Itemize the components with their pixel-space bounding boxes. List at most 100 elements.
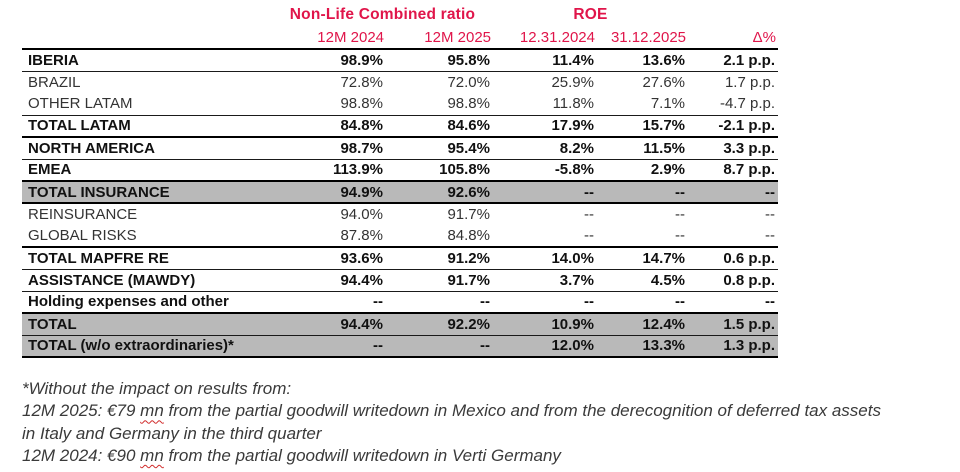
footnote-line-3: in Italy and Germany in the third quarte… xyxy=(22,423,954,445)
row-label: NORTH AMERICA xyxy=(28,139,155,157)
header-spacer xyxy=(688,3,778,27)
row-label: BRAZIL xyxy=(28,73,81,91)
footnote: *Without the impact on results from: 12M… xyxy=(22,378,954,468)
cell: 95.4% xyxy=(447,139,490,157)
header-columns-row: 12M 2024 12M 2025 12.31.2024 31.12.2025 … xyxy=(22,27,778,49)
cell: 84.8% xyxy=(340,117,383,135)
row-label: EMEA xyxy=(28,161,72,179)
column-header-roe-2024: 12.31.2024 xyxy=(519,29,595,46)
table-row-total-wo-extraordinaries: TOTAL (w/o extraordinaries)* -- -- 12.0%… xyxy=(22,335,779,357)
table-row-total-insurance: TOTAL INSURANCE 94.9% 92.6% -- -- -- xyxy=(22,181,779,203)
cell: 94.4% xyxy=(340,271,383,289)
row-label: TOTAL LATAM xyxy=(28,117,131,135)
row-label: TOTAL INSURANCE xyxy=(28,183,170,201)
row-label: REINSURANCE xyxy=(28,206,138,223)
cell: -- xyxy=(584,227,594,244)
cell: -- xyxy=(765,183,776,201)
cell: 12.4% xyxy=(642,315,686,333)
table-row-brazil: BRAZIL 72.8% 72.0% 25.9% 27.6% 1.7 p.p. xyxy=(22,71,778,93)
cell: -- xyxy=(480,293,490,311)
table-header: Non-Life Combined ratio ROE 12M 2024 12M… xyxy=(22,3,778,49)
table-row-reinsurance: REINSURANCE 94.0% 91.7% -- -- -- xyxy=(22,203,778,225)
cell: -- xyxy=(765,227,776,244)
cell: 13.6% xyxy=(642,51,686,69)
table-row-total-mapfre-re: TOTAL MAPFRE RE 93.6% 91.2% 14.0% 14.7% … xyxy=(22,247,779,269)
cell: 14.0% xyxy=(551,249,594,267)
cell: 92.2% xyxy=(447,315,490,333)
cell: -- xyxy=(373,293,383,311)
cell: 3.3 p.p. xyxy=(723,139,776,157)
footnote-text: *Without the impact on results from: xyxy=(22,379,292,398)
header-spacer xyxy=(22,3,272,27)
cell: -- xyxy=(675,206,686,223)
row-label: TOTAL MAPFRE RE xyxy=(28,249,169,267)
cell: -- xyxy=(584,206,594,223)
cell: 25.9% xyxy=(551,73,594,91)
footnote-text: from the partial goodwill writedown in M… xyxy=(163,401,881,421)
table-row-total-latam: TOTAL LATAM 84.8% 84.6% 17.9% 15.7% -2.1… xyxy=(22,115,779,137)
cell: 98.8% xyxy=(447,95,490,113)
header-group-roe: ROE xyxy=(573,6,608,23)
cell: 1.7 p.p. xyxy=(724,73,776,91)
cell: 1.3 p.p. xyxy=(723,337,776,355)
cell: 3.7% xyxy=(559,271,594,289)
header-spacer xyxy=(22,27,272,49)
cell: -- xyxy=(675,183,686,201)
footnote-text: in Italy and Germany in the third quarte… xyxy=(22,423,322,443)
cell: -- xyxy=(584,293,594,311)
cell: 10.9% xyxy=(551,315,594,333)
cell: -- xyxy=(765,206,776,223)
table-row-total: TOTAL 94.4% 92.2% 10.9% 12.4% 1.5 p.p. xyxy=(22,313,779,335)
cell: 11.4% xyxy=(552,51,594,69)
cell: 8.7 p.p. xyxy=(723,161,776,179)
cell: -- xyxy=(765,293,776,311)
row-label: TOTAL (w/o extraordinaries)* xyxy=(28,337,234,355)
cell: 94.9% xyxy=(340,183,383,201)
row-label: GLOBAL RISKS xyxy=(28,227,137,244)
header-group-combined-ratio: Non-Life Combined ratio xyxy=(289,6,476,23)
footnote-text: from the partial goodwill writedown in V… xyxy=(163,446,561,466)
cell: -- xyxy=(584,183,594,201)
cell: 72.0% xyxy=(447,73,490,91)
cell: 1.5 p.p. xyxy=(723,315,776,333)
cell: 94.0% xyxy=(340,206,383,223)
cell: 17.9% xyxy=(551,117,594,135)
footnote-text: 12M 2024: €90 xyxy=(22,446,141,466)
column-header-12m-2025: 12M 2025 xyxy=(424,29,491,46)
row-label: ASSISTANCE (MAWDY) xyxy=(28,271,196,289)
cell: 27.6% xyxy=(642,73,686,91)
column-header-roe-2025: 31.12.2025 xyxy=(610,29,687,46)
cell: 95.8% xyxy=(447,51,490,69)
misspelled-word: mn xyxy=(140,446,164,466)
cell: 87.8% xyxy=(340,227,383,244)
row-label: IBERIA xyxy=(28,51,79,69)
cell: -5.8% xyxy=(554,161,594,179)
table-row-holding-expenses: Holding expenses and other -- -- -- -- -… xyxy=(22,291,779,313)
cell: 84.8% xyxy=(447,227,490,244)
cell: -- xyxy=(480,337,490,355)
cell: 91.2% xyxy=(447,249,490,267)
cell: 13.3% xyxy=(642,337,686,355)
cell: 2.1 p.p. xyxy=(723,51,776,69)
cell: -- xyxy=(675,227,686,244)
footnote-line-1: *Without the impact on results from: xyxy=(22,378,954,400)
cell: 84.6% xyxy=(447,117,490,135)
cell: 94.4% xyxy=(340,315,383,333)
cell: -- xyxy=(373,337,383,355)
cell: 72.8% xyxy=(340,73,383,91)
cell: 98.8% xyxy=(340,95,383,113)
cell: 92.6% xyxy=(447,183,490,201)
cell: 11.5% xyxy=(643,139,686,157)
footnote-text: 12M 2025: €79 xyxy=(22,401,141,421)
combined-ratio-roe-table: Non-Life Combined ratio ROE 12M 2024 12M… xyxy=(22,3,779,358)
table-row-other-latam: OTHER LATAM 98.8% 98.8% 11.8% 7.1% -4.7 … xyxy=(22,93,779,115)
table-row-assistance-mawdy: ASSISTANCE (MAWDY) 94.4% 91.7% 3.7% 4.5%… xyxy=(22,269,779,291)
cell: -2.1 p.p. xyxy=(718,117,776,135)
footnote-line-4: 12M 2024: €90 mn from the partial goodwi… xyxy=(22,445,954,467)
cell: 12.0% xyxy=(551,337,594,355)
cell: 4.5% xyxy=(650,271,686,289)
cell: 113.9% xyxy=(332,161,383,179)
footnote-line-2: 12M 2025: €79 mn from the partial goodwi… xyxy=(22,400,954,422)
cell: 2.9% xyxy=(650,161,686,179)
table-row-iberia: IBERIA 98.9% 95.8% 11.4% 13.6% 2.1 p.p. xyxy=(22,49,779,71)
